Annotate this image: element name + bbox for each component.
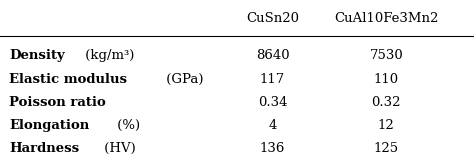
- Text: (GPa): (GPa): [162, 73, 203, 86]
- Text: (HV): (HV): [100, 142, 136, 155]
- Text: CuAl10Fe3Mn2: CuAl10Fe3Mn2: [334, 12, 438, 25]
- Text: 110: 110: [374, 73, 399, 86]
- Text: CuSn20: CuSn20: [246, 12, 299, 25]
- Text: Density: Density: [9, 49, 65, 62]
- Text: Hardness: Hardness: [9, 142, 80, 155]
- Text: 12: 12: [378, 119, 395, 132]
- Text: 136: 136: [260, 142, 285, 155]
- Text: 125: 125: [374, 142, 399, 155]
- Text: (kg/m³): (kg/m³): [82, 49, 135, 62]
- Text: Elastic modulus: Elastic modulus: [9, 73, 128, 86]
- Text: Elongation: Elongation: [9, 119, 90, 132]
- Text: 8640: 8640: [256, 49, 289, 62]
- Text: 0.34: 0.34: [258, 96, 287, 109]
- Text: 117: 117: [260, 73, 285, 86]
- Text: Poisson ratio: Poisson ratio: [9, 96, 106, 109]
- Text: 0.32: 0.32: [372, 96, 401, 109]
- Text: (%): (%): [113, 119, 140, 132]
- Text: 4: 4: [268, 119, 277, 132]
- Text: 7530: 7530: [369, 49, 403, 62]
